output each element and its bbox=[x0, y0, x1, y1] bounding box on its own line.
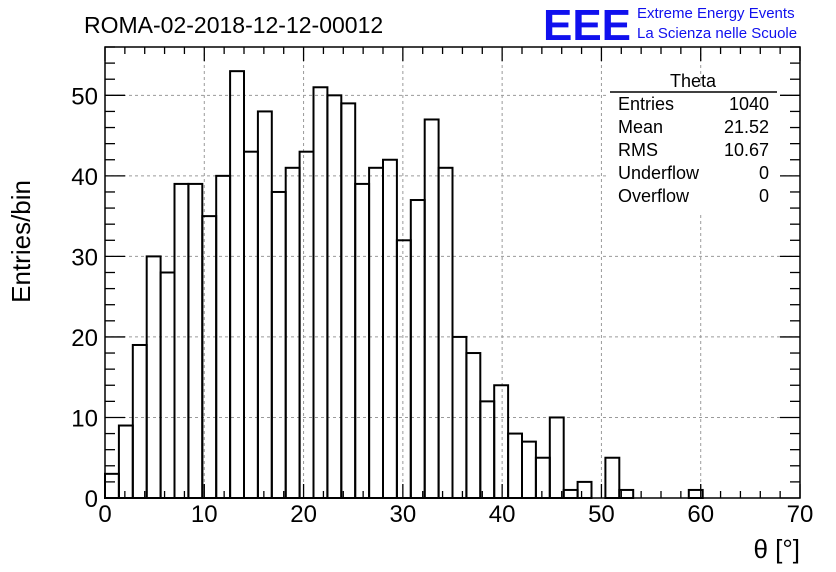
histogram-bin bbox=[270, 190, 287, 499]
x-tick-label: 10 bbox=[191, 501, 218, 528]
x-tick-label: 70 bbox=[787, 501, 814, 528]
stats-row-label: RMS bbox=[618, 140, 658, 160]
histogram-bin bbox=[562, 488, 579, 500]
x-tick-label: 30 bbox=[390, 501, 417, 528]
stats-rows: Entries 1040 Mean 21.52 RMS 10.67 Underflow 0 Ov… bbox=[618, 94, 769, 206]
histogram-bin bbox=[493, 384, 510, 499]
stats-row-value: 10.67 bbox=[724, 140, 769, 160]
y-tick-label: 30 bbox=[71, 244, 98, 271]
histogram-bin bbox=[104, 472, 120, 500]
histogram-bin bbox=[382, 158, 398, 499]
histogram-bin bbox=[548, 416, 565, 500]
x-tick-label: 60 bbox=[687, 501, 714, 528]
histogram-bin bbox=[298, 150, 315, 499]
x-axis-label: θ [°] bbox=[753, 534, 800, 564]
eee-logo: EEE Extreme Energy Events La Scienza nel… bbox=[543, 1, 797, 50]
y-tick-label: 20 bbox=[71, 325, 98, 352]
histogram-bin bbox=[409, 199, 426, 499]
histogram-bin bbox=[534, 456, 551, 500]
histogram-bin bbox=[243, 150, 259, 499]
histogram-bin bbox=[131, 343, 148, 499]
y-tick-label: 10 bbox=[71, 405, 98, 432]
histogram-bin bbox=[437, 166, 454, 500]
stats-title: Theta bbox=[670, 71, 717, 91]
histogram-bin bbox=[215, 174, 232, 499]
y-tick-label: 50 bbox=[71, 83, 98, 110]
stats-row-value: 1040 bbox=[729, 94, 769, 114]
histogram-bin bbox=[312, 86, 329, 500]
run-title: ROMA-02-2018-12-12-00012 bbox=[84, 12, 383, 38]
histogram-bin bbox=[187, 182, 204, 500]
stats-row-label: Mean bbox=[618, 117, 663, 137]
histogram-bin bbox=[465, 352, 482, 499]
histogram-bin bbox=[284, 166, 301, 500]
histogram-bin bbox=[145, 255, 162, 499]
histogram-bin bbox=[576, 480, 593, 499]
histogram-bin bbox=[368, 166, 385, 500]
stats-row-label: Overflow bbox=[618, 186, 690, 206]
stats-box-background bbox=[608, 86, 780, 214]
stats-row-value: 21.52 bbox=[724, 117, 769, 137]
histogram-bin bbox=[159, 271, 176, 499]
x-tick-label: 0 bbox=[98, 501, 111, 528]
stats-row-value: 0 bbox=[759, 186, 769, 206]
stats-row-label: Underflow bbox=[618, 163, 700, 183]
eee-logo-line1: Extreme Energy Events bbox=[637, 5, 795, 22]
x-tick-label: 40 bbox=[489, 501, 516, 528]
x-tick-label: 50 bbox=[588, 501, 615, 528]
histogram-bin bbox=[229, 70, 246, 500]
y-axis-label: Entries/bin bbox=[6, 180, 36, 303]
histogram-bin bbox=[173, 182, 190, 500]
stats-box: Theta Entries 1040 Mean 21.52 RMS 10.67 Underf… bbox=[608, 71, 780, 214]
x-tick-label: 20 bbox=[290, 501, 317, 528]
y-tick-label: 40 bbox=[71, 164, 98, 191]
x-tick-labels: 0 10 20 30 40 50 60 70 bbox=[98, 501, 813, 528]
histogram-bin bbox=[354, 182, 371, 500]
histogram-bin bbox=[479, 400, 496, 500]
histogram-bin bbox=[340, 102, 357, 499]
stats-row-label: Entries bbox=[618, 94, 674, 114]
histogram-bin bbox=[507, 432, 524, 500]
y-tick-labels: 0 10 20 30 40 50 bbox=[71, 83, 98, 513]
histogram-bin bbox=[521, 440, 537, 499]
histogram-bin bbox=[604, 456, 621, 500]
histogram-bin bbox=[326, 94, 343, 499]
histogram-bin bbox=[256, 110, 273, 500]
y-tick-label: 0 bbox=[85, 486, 98, 513]
histogram-bin bbox=[395, 239, 412, 500]
stats-row-value: 0 bbox=[759, 163, 769, 183]
histogram-bin bbox=[117, 424, 134, 499]
eee-logo-line2: La Scienza nelle Scuole bbox=[637, 25, 797, 42]
eee-logo-mark: EEE bbox=[543, 1, 631, 50]
axis-ticks bbox=[104, 46, 801, 499]
